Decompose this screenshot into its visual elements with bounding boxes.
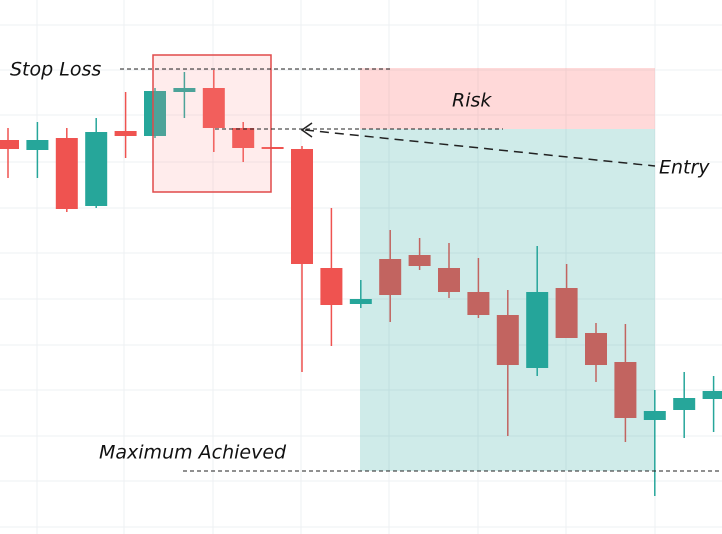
candle-body (114, 131, 137, 136)
candle-body (673, 398, 696, 410)
candle-body (526, 292, 549, 368)
candles (0, 70, 722, 496)
candle-body (55, 138, 78, 209)
entry-pointer (304, 129, 656, 167)
candle-body (291, 149, 313, 264)
candle-body (261, 147, 284, 149)
candle-body (467, 292, 490, 315)
candle-body (702, 391, 722, 399)
candle-body (173, 88, 196, 92)
candle-body (555, 288, 578, 338)
reward-zone (360, 129, 655, 471)
candle-body (438, 268, 460, 292)
candle-body (408, 255, 431, 266)
candle-body (0, 140, 19, 149)
candle-body (202, 88, 225, 128)
entry-label: Entry (659, 157, 710, 179)
candle-body (85, 132, 108, 206)
candle-body (585, 333, 607, 365)
candle-body (144, 91, 166, 136)
lines (120, 68, 722, 472)
candle-body (379, 259, 402, 295)
candle-body (26, 140, 49, 150)
candle-body (614, 362, 637, 418)
max-label: Maximum Achieved (99, 442, 287, 464)
candle-body (232, 128, 255, 148)
candle-body (349, 299, 372, 304)
risk-label: Risk (452, 90, 492, 112)
candle-body (496, 315, 519, 365)
candle-body (643, 411, 666, 420)
risk-zone (360, 68, 655, 129)
candle-body (320, 268, 343, 305)
stop-loss-label: Stop Loss (10, 59, 101, 81)
entry-arrow (300, 122, 313, 138)
highlight-box (152, 54, 272, 193)
